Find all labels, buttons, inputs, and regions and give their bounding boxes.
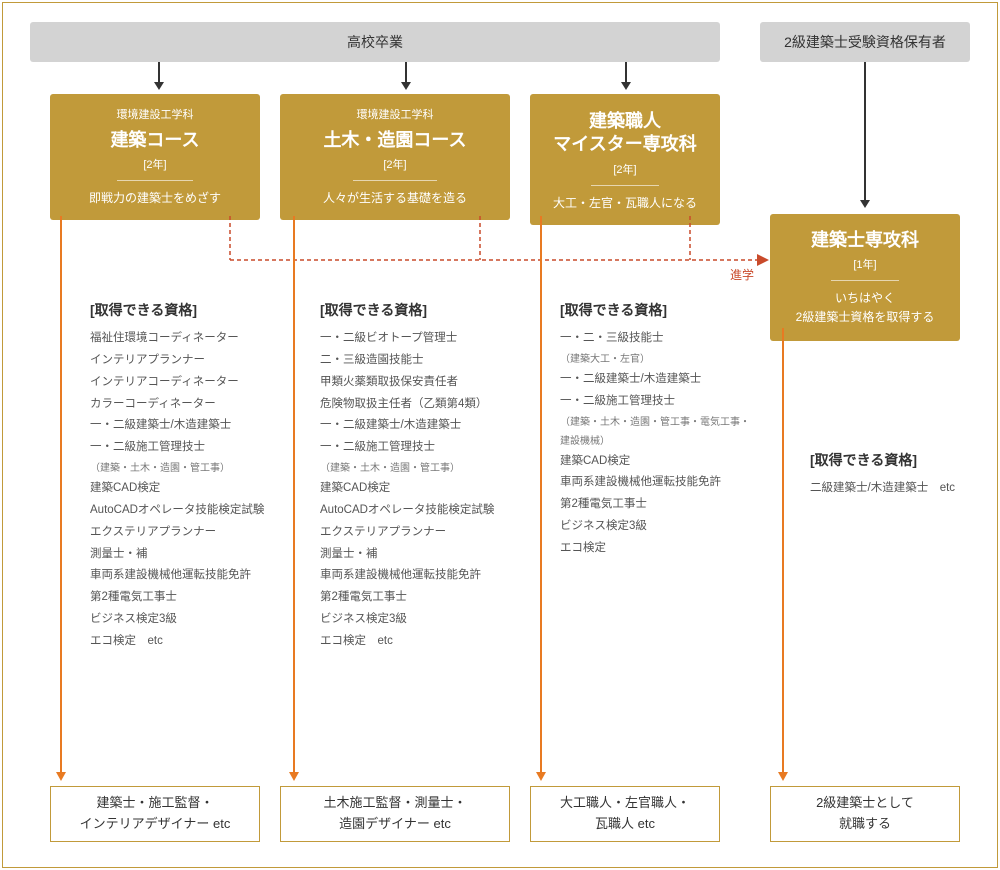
course-1-divider bbox=[117, 180, 193, 181]
career-4-text: 2級建築士として 就職する bbox=[816, 793, 914, 835]
qual-item: 建築CAD検定 bbox=[320, 478, 510, 500]
top-right-label: 2級建築士受験資格保有者 bbox=[784, 32, 946, 52]
course-2-dept: 環境建設工学科 bbox=[290, 106, 500, 122]
qual-item: エコ検定 bbox=[560, 538, 750, 560]
qual-item: （建築・土木・造園・管工事） bbox=[320, 459, 510, 478]
career-box-2: 土木施工監督・測量士・ 造園デザイナー etc bbox=[280, 786, 510, 842]
senkou-box: 建築士専攻科 [1年] いちはやく 2級建築士資格を取得する bbox=[770, 214, 960, 341]
qual-item: 第2種電気工事士 bbox=[560, 494, 750, 516]
qual-head-1: [取得できる資格] bbox=[90, 300, 197, 320]
top-box-qualified: 2級建築士受験資格保有者 bbox=[760, 22, 970, 62]
arrow-to-senkou bbox=[864, 62, 866, 202]
qual-item: 建築CAD検定 bbox=[90, 478, 280, 500]
orange-line-3 bbox=[540, 216, 542, 774]
qual-head-4: [取得できる資格] bbox=[810, 450, 917, 470]
course-2-divider bbox=[353, 180, 437, 181]
arrow-to-course-3 bbox=[625, 62, 627, 84]
career-2-text: 土木施工監督・測量士・ 造園デザイナー etc bbox=[323, 793, 466, 835]
qual-item: 車両系建設機械他運転技能免許 bbox=[90, 565, 280, 587]
qual-head-3: [取得できる資格] bbox=[560, 300, 667, 320]
senkou-sub: いちはやく 2級建築士資格を取得する bbox=[780, 289, 950, 327]
course-1-sub: 即戦力の建築士をめざす bbox=[60, 189, 250, 206]
qual-list-2: 一・二級ビオトープ管理士二・三級造園技能士甲類火薬類取扱保安責任者危険物取扱主任… bbox=[320, 328, 510, 653]
qual-item: 危険物取扱主任者（乙類第4類） bbox=[320, 394, 510, 416]
orange-arrow-4 bbox=[778, 772, 788, 781]
senkou-divider bbox=[831, 280, 899, 281]
qual-list-1: 福祉住環境コーディネーターインテリアプランナーインテリアコーディネーターカラーコ… bbox=[90, 328, 280, 653]
qual-item: （建築・土木・造園・管工事） bbox=[90, 459, 280, 478]
course-3-divider bbox=[591, 185, 659, 186]
top-left-label: 高校卒業 bbox=[347, 32, 403, 52]
qual-item: 一・二級建築士/木造建築士 bbox=[320, 415, 510, 437]
qual-item: インテリアプランナー bbox=[90, 350, 280, 372]
course-box-1: 環境建設工学科 建築コース [2年] 即戦力の建築士をめざす bbox=[50, 94, 260, 220]
qual-item: 第2種電気工事士 bbox=[320, 587, 510, 609]
qual-item: 第2種電気工事士 bbox=[90, 587, 280, 609]
career-1-text: 建築士・施工監督・ インテリアデザイナー etc bbox=[80, 793, 231, 835]
qual-item: 一・二・三級技能士 bbox=[560, 328, 750, 350]
qual-item: 車両系建設機械他運転技能免許 bbox=[320, 565, 510, 587]
qual-item: エクステリアプランナー bbox=[320, 522, 510, 544]
qual-item: 甲類火薬類取扱保安責任者 bbox=[320, 372, 510, 394]
qual-item: （建築大工・左官） bbox=[560, 350, 750, 369]
course-3-title: 建築職人 マイスター専攻科 bbox=[540, 110, 710, 157]
shingaku-label: 進学 bbox=[730, 266, 754, 283]
qual-item: 車両系建設機械他運転技能免許 bbox=[560, 472, 750, 494]
qual-list-3: 一・二・三級技能士（建築大工・左官）一・二級建築士/木造建築士一・二級施工管理技… bbox=[560, 328, 750, 560]
qual-item: AutoCADオペレータ技能検定試験 bbox=[90, 500, 280, 522]
qual-head-2: [取得できる資格] bbox=[320, 300, 427, 320]
qual-item: カラーコーディネーター bbox=[90, 394, 280, 416]
qual-item: 測量士・補 bbox=[90, 544, 280, 566]
career-box-3: 大工職人・左官職人・ 瓦職人 etc bbox=[530, 786, 720, 842]
orange-line-1 bbox=[60, 216, 62, 774]
course-2-years: [2年] bbox=[290, 156, 500, 172]
qual-item: 二級建築士/木造建築士 etc bbox=[810, 478, 970, 500]
qual-item: 福祉住環境コーディネーター bbox=[90, 328, 280, 350]
orange-arrow-1 bbox=[56, 772, 66, 781]
qual-item: 一・二級施工管理技士 bbox=[90, 437, 280, 459]
arrow-to-course-1 bbox=[158, 62, 160, 84]
qual-item: （建築・土木・造園・管工事・電気工事・建設機械） bbox=[560, 413, 750, 451]
orange-arrow-3 bbox=[536, 772, 546, 781]
qual-item: AutoCADオペレータ技能検定試験 bbox=[320, 500, 510, 522]
senkou-years: [1年] bbox=[780, 256, 950, 272]
qual-item: エクステリアプランナー bbox=[90, 522, 280, 544]
qual-item: 測量士・補 bbox=[320, 544, 510, 566]
arrow-to-course-2 bbox=[405, 62, 407, 84]
career-box-1: 建築士・施工監督・ インテリアデザイナー etc bbox=[50, 786, 260, 842]
course-1-years: [2年] bbox=[60, 156, 250, 172]
orange-arrow-2 bbox=[289, 772, 299, 781]
orange-line-2 bbox=[293, 216, 295, 774]
career-3-text: 大工職人・左官職人・ 瓦職人 etc bbox=[560, 793, 690, 835]
course-3-years: [2年] bbox=[540, 161, 710, 177]
qual-item: 一・二級建築士/木造建築士 bbox=[560, 369, 750, 391]
course-box-3: 建築職人 マイスター専攻科 [2年] 大工・左官・瓦職人になる bbox=[530, 94, 720, 225]
career-box-4: 2級建築士として 就職する bbox=[770, 786, 960, 842]
qual-item: エコ検定 etc bbox=[320, 631, 510, 653]
course-1-title: 建築コース bbox=[60, 126, 250, 152]
course-2-sub: 人々が生活する基礎を造る bbox=[290, 189, 500, 206]
course-box-2: 環境建設工学科 土木・造園コース [2年] 人々が生活する基礎を造る bbox=[280, 94, 510, 220]
course-1-dept: 環境建設工学科 bbox=[60, 106, 250, 122]
qual-item: 二・三級造園技能士 bbox=[320, 350, 510, 372]
course-3-sub: 大工・左官・瓦職人になる bbox=[540, 194, 710, 211]
qual-item: 一・二級建築士/木造建築士 bbox=[90, 415, 280, 437]
qual-item: ビジネス検定3級 bbox=[320, 609, 510, 631]
senkou-title: 建築士専攻科 bbox=[780, 226, 950, 252]
qual-item: 一・二級ビオトープ管理士 bbox=[320, 328, 510, 350]
qual-item: ビジネス検定3級 bbox=[560, 516, 750, 538]
top-box-highschool: 高校卒業 bbox=[30, 22, 720, 62]
qual-item: ビジネス検定3級 bbox=[90, 609, 280, 631]
qual-item: 建築CAD検定 bbox=[560, 451, 750, 473]
course-2-title: 土木・造園コース bbox=[290, 126, 500, 152]
orange-line-4 bbox=[782, 328, 784, 774]
qual-list-4: 二級建築士/木造建築士 etc bbox=[810, 478, 970, 500]
qual-item: エコ検定 etc bbox=[90, 631, 280, 653]
qual-item: インテリアコーディネーター bbox=[90, 372, 280, 394]
qual-item: 一・二級施工管理技士 bbox=[560, 391, 750, 413]
qual-item: 一・二級施工管理技士 bbox=[320, 437, 510, 459]
